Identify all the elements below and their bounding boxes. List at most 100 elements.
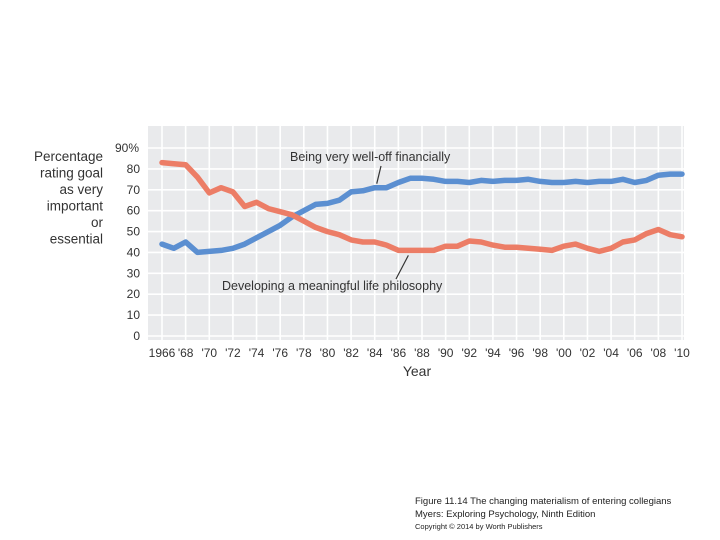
x-tick-label: '84: [367, 346, 383, 360]
x-tick-label: '76: [272, 346, 288, 360]
x-tick-label: '94: [485, 346, 501, 360]
data-point: [243, 242, 246, 246]
y-tick-label: 60: [127, 204, 141, 218]
book-title: Myers: Exploring Psychology, Ninth Editi…: [415, 509, 596, 520]
data-point: [609, 247, 613, 250]
annotation-pointer: [395, 255, 409, 280]
x-tick-label: '98: [532, 346, 548, 360]
data-point: [633, 238, 636, 242]
x-tick-label: '70: [201, 346, 217, 360]
y-tick-label: 80: [127, 162, 141, 176]
data-point: [456, 180, 459, 183]
x-tick-label: '80: [320, 346, 336, 360]
data-point: [479, 179, 483, 182]
data-point: [527, 178, 530, 181]
data-point: [196, 176, 199, 179]
data-point: [621, 178, 625, 181]
data-point: [586, 181, 589, 184]
data-point: [338, 199, 341, 202]
data-point: [432, 249, 436, 252]
x-tick-label: '82: [343, 346, 359, 360]
data-point: [267, 207, 270, 210]
x-tick-label: '92: [461, 346, 477, 360]
data-point: [609, 180, 613, 183]
data-point: [680, 235, 684, 238]
data-point: [645, 179, 648, 182]
data-point: [314, 226, 317, 229]
data-point: [255, 201, 258, 204]
y-axis-label-line: Percentage: [34, 149, 103, 164]
y-tick-label: 30: [127, 266, 141, 280]
data-point: [515, 179, 518, 182]
data-point: [361, 189, 365, 193]
data-point: [385, 186, 388, 189]
y-tick-label: 70: [127, 183, 141, 197]
data-point: [373, 240, 376, 244]
data-point: [420, 177, 424, 180]
data-point: [503, 179, 506, 182]
data-point: [574, 180, 577, 183]
data-point: [361, 240, 365, 244]
data-point: [503, 246, 506, 249]
data-point: [657, 228, 660, 231]
series-lines: [159, 159, 685, 256]
data-point: [515, 246, 518, 249]
data-point: [598, 180, 601, 183]
data-point: [444, 180, 447, 183]
data-point: [491, 243, 495, 247]
annotation-well-off-financially: Being very well-off financially: [290, 150, 451, 164]
x-tick-label: '88: [414, 346, 430, 360]
data-point: [196, 251, 199, 254]
x-tick-label: '90: [438, 346, 454, 360]
data-point: [657, 173, 660, 177]
data-point: [420, 249, 424, 252]
x-tick-label: '86: [391, 346, 407, 360]
y-tick-label: 0: [133, 329, 140, 343]
data-point: [408, 177, 412, 180]
y-tick-label: 40: [127, 245, 141, 259]
annotation-meaningful-life-philosophy: Developing a meaningful life philosophy: [222, 279, 443, 293]
data-point: [408, 249, 412, 252]
data-point: [586, 247, 589, 250]
data-point: [562, 244, 566, 248]
annotations: Being very well-off financially Developin…: [222, 150, 451, 293]
data-point: [397, 181, 400, 184]
data-point: [491, 180, 495, 183]
data-point: [468, 239, 471, 243]
data-point: [668, 233, 672, 236]
data-point: [302, 219, 306, 223]
data-point: [527, 247, 530, 250]
x-tick-label: '08: [651, 346, 667, 360]
x-tick-label: '10: [674, 346, 690, 360]
y-tick-label: 10: [127, 308, 141, 322]
y-tick-label: 50: [127, 225, 141, 239]
data-point: [538, 248, 542, 251]
y-axis-label-line: important: [47, 199, 104, 214]
plot-area: [148, 126, 684, 340]
data-point: [349, 238, 353, 242]
data-point: [302, 209, 306, 212]
data-point: [574, 242, 577, 246]
figure-caption: Figure 11.14 The changing materialism of…: [415, 496, 672, 507]
data-point: [208, 191, 211, 195]
data-point: [290, 213, 294, 217]
x-tick-label: '78: [296, 346, 312, 360]
data-point: [278, 224, 282, 227]
data-point: [219, 249, 223, 252]
y-axis-label-line: rating goal: [40, 166, 103, 181]
data-point: [184, 240, 187, 244]
x-tick-label: '04: [603, 346, 619, 360]
y-tick-labels: 0 10 20 30 40 50 60 70 80 90%: [115, 141, 140, 343]
data-point: [538, 180, 542, 183]
data-point: [397, 249, 400, 252]
data-point: [338, 233, 341, 236]
data-point: [184, 163, 187, 166]
data-point: [444, 244, 447, 248]
y-axis-label-line: essential: [50, 232, 103, 247]
data-point: [278, 210, 282, 213]
x-tick-labels: 1966'68 '70 '72 '74 '76 '78 '80 '82 '84 '86 '88 '90…: [149, 346, 690, 360]
data-point: [598, 250, 601, 253]
x-tick-label: 1966: [149, 346, 176, 360]
y-tick-label: 90%: [115, 141, 139, 155]
